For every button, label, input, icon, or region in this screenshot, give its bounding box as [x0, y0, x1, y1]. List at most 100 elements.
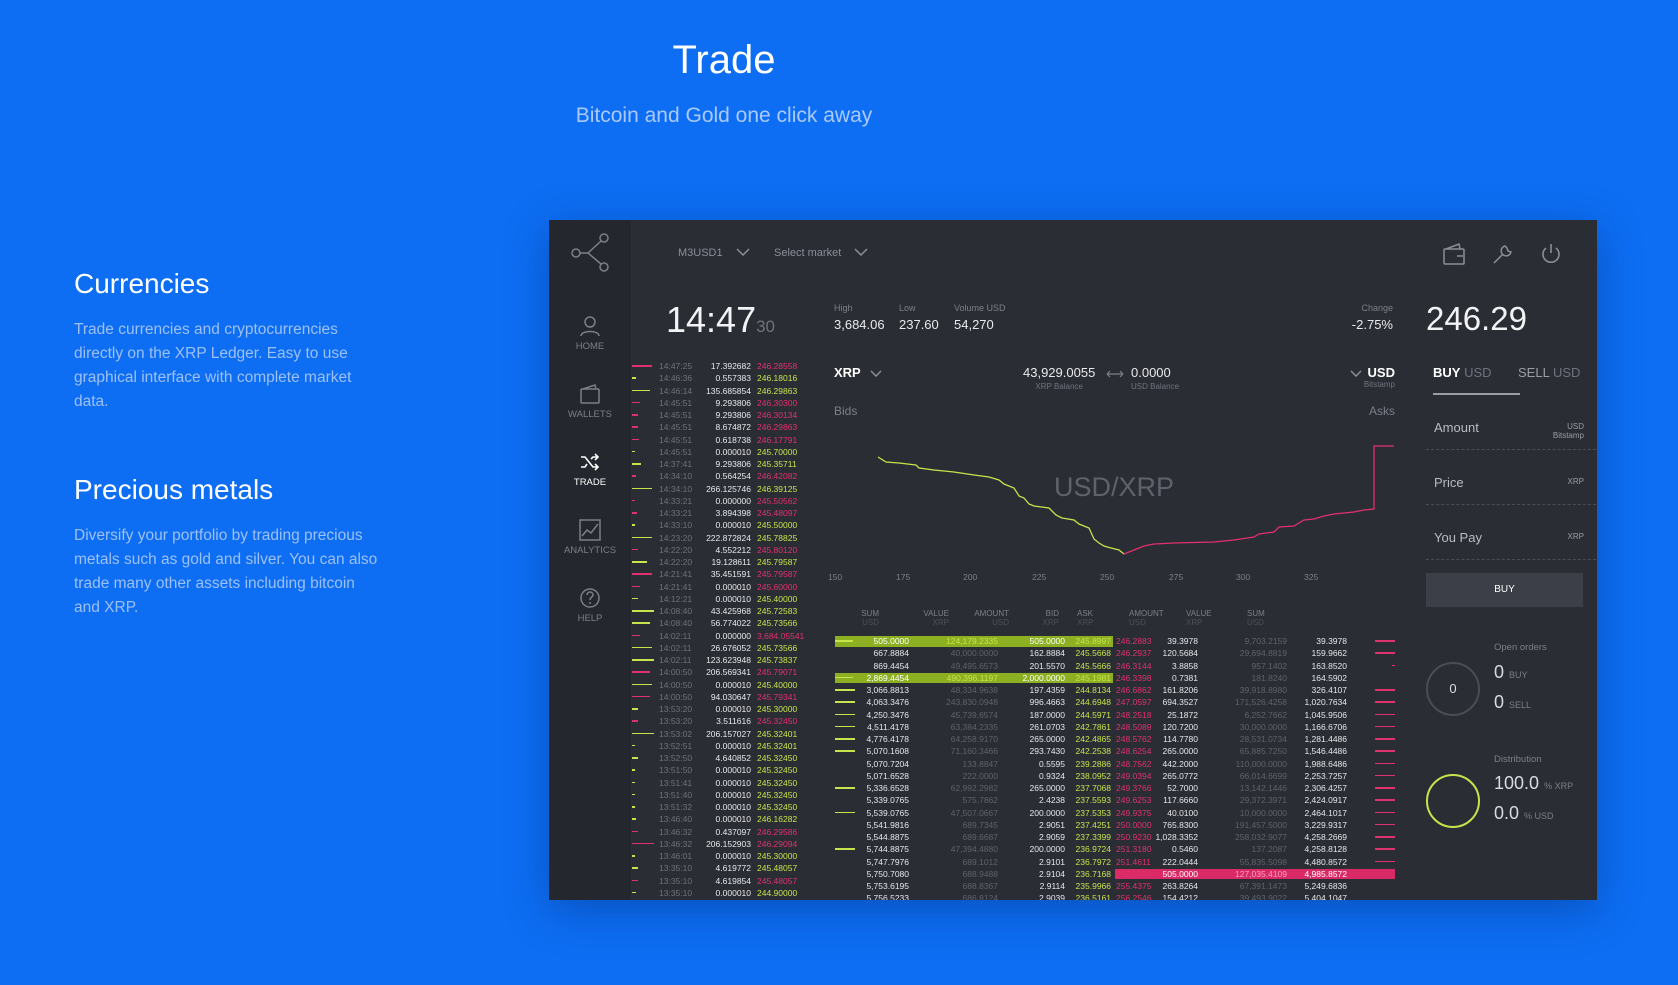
bid-price: 242.2538	[1075, 746, 1111, 757]
trade-price: 245.79587	[757, 569, 798, 580]
order-book-row: 5,747.7976 689.1012 2.9101 236.7972 251.4611…	[835, 856, 1395, 868]
market-select[interactable]: Select market	[774, 247, 868, 259]
stat-label: High	[834, 303, 853, 313]
open-buy-label: BUY	[1509, 670, 1528, 680]
current-price: 246.29	[1426, 300, 1527, 337]
trade-volume-bar	[632, 659, 654, 661]
ask-price: 252.0000	[1116, 868, 1152, 879]
ask-amount: 39.3978	[1167, 636, 1198, 646]
trade-price: 245.50000	[757, 520, 798, 531]
book-column-title: VALUE	[1186, 609, 1212, 618]
bid-price: 235.9966	[1075, 881, 1111, 891]
trade-price: 245.48057	[757, 875, 798, 886]
bid-value: 689.6687	[962, 832, 998, 842]
book-column-header: AMOUNT USD	[949, 609, 1009, 627]
ask-value: 258,032.9077	[1235, 832, 1287, 842]
wallet-icon[interactable]	[1442, 242, 1466, 266]
ask-amount: 694.3527	[1162, 697, 1198, 708]
ask-amount: 40.0100	[1167, 807, 1198, 818]
trade-time: 14:00:50	[659, 679, 693, 690]
trade-volume-bar	[632, 487, 652, 489]
bid-amount: 187.0000	[1029, 709, 1065, 720]
sidebar-item-home[interactable]: HOME	[549, 315, 631, 352]
you-pay-placeholder: You Pay	[1434, 530, 1482, 545]
wrench-icon[interactable]	[1491, 242, 1515, 266]
trade-row: 14:33:21 0.000000 245.50562	[631, 495, 821, 507]
best-bid-highlight	[835, 672, 1113, 684]
bid-price: 237.5593	[1075, 795, 1111, 806]
trade-price: 245.32450	[757, 753, 798, 763]
sidebar-item-label: ANALYTICS	[563, 545, 617, 556]
bid-value: 124,179.2335	[946, 636, 998, 646]
ask-amount: 120.7200	[1162, 721, 1198, 732]
trade-time: 13:53:20	[659, 704, 693, 714]
order-book-row: 2,869.4454 490,396.1197 2,000.0000 245.1981…	[835, 672, 1395, 684]
quote-currency-select[interactable]: USD Bitstamp	[1345, 365, 1395, 389]
bid-price: 236.5161	[1075, 893, 1111, 900]
trade-volume-bar	[632, 744, 635, 747]
trade-row: 14:22:20 4.552212 245.80120	[631, 544, 821, 556]
bid-price: 244.6948	[1075, 697, 1111, 708]
bid-sum: 5,336.6528	[866, 783, 909, 793]
bid-price: 237.3399	[1075, 832, 1111, 842]
trade-time: 13:51:32	[659, 802, 693, 812]
trade-amount: 9.293806	[715, 459, 751, 469]
ask-amount: 120.5684	[1162, 648, 1198, 659]
ask-sum: 5,249.6836	[1304, 881, 1347, 891]
ask-amount: 265.0000	[1162, 746, 1198, 757]
bid-amount: 200.0000	[1029, 807, 1065, 818]
trade-price: 245.32450	[757, 777, 798, 788]
trade-price: 246.29863	[757, 422, 798, 433]
bid-price: 236.7972	[1075, 856, 1111, 867]
you-pay-unit: XRP	[1567, 532, 1584, 541]
trade-row: 13:46:32 206.152903 246.29094	[631, 838, 821, 850]
ask-value: 29,694.8819	[1239, 648, 1287, 659]
trade-volume-bar	[632, 867, 638, 869]
balance-label: USD Balance	[1131, 382, 1180, 391]
sidebar-item-help[interactable]: HELP	[549, 587, 631, 624]
trade-price: 246.29094	[757, 838, 798, 849]
tab-buy[interactable]: BUY USD	[1433, 365, 1520, 395]
best-bid-highlight	[835, 636, 1113, 647]
feature-text: Diversify your portfolio by trading prec…	[74, 527, 378, 616]
ask-price: 248.2518	[1116, 709, 1152, 720]
bid-value: 64,258.9170	[950, 734, 998, 744]
book-column-unit: XRP	[932, 618, 949, 627]
trade-time: 13:51:50	[659, 765, 693, 776]
sidebar-item-wallets[interactable]: WALLETS	[549, 383, 631, 420]
stat-value: 54,270	[954, 317, 994, 332]
clock-time: 14:47	[666, 299, 757, 340]
book-column-header: AMOUNT USD	[1129, 609, 1189, 627]
account-select[interactable]: M3USD1	[678, 247, 750, 259]
price-field[interactable]: Price XRP	[1426, 475, 1596, 505]
trade-row: 13:53:02 206.157027 245.32401	[631, 728, 821, 740]
you-pay-field[interactable]: You Pay XRP	[1426, 530, 1596, 560]
tab-sell[interactable]: SELL USD	[1518, 365, 1596, 395]
buy-button[interactable]: BUY	[1426, 573, 1583, 607]
bid-amount: 2.9104	[1039, 868, 1065, 879]
trade-row: 13:46:01 0.000010 245.30000	[631, 850, 821, 862]
trade-row: 14:34:10 266.125746 246.39125	[631, 483, 821, 495]
ask-price: 256.2546	[1116, 893, 1152, 900]
logo-icon	[571, 233, 609, 272]
trade-price: 246.42082	[757, 471, 798, 482]
trade-row: 14:34:10 0.564254 246.42082	[631, 470, 821, 482]
base-currency-select[interactable]: XRP	[834, 365, 882, 380]
trade-price: 246.28558	[757, 361, 798, 371]
trade-time: 14:02:11	[659, 630, 692, 641]
distribution-usd-label: % USD	[1524, 811, 1554, 821]
amount-unit-code: USD	[1567, 422, 1584, 431]
sidebar-item-trade[interactable]: TRADE	[549, 451, 631, 488]
book-column-header: VALUE XRP	[889, 609, 949, 627]
bid-sum: 667.8884	[873, 648, 909, 659]
ask-bar	[1375, 738, 1395, 740]
sidebar-item-label: WALLETS	[568, 409, 612, 420]
trade-volume-bar	[632, 610, 654, 612]
amount-field[interactable]: Amount USD Bitstamp	[1426, 420, 1596, 450]
trade-price: 246.18016	[757, 373, 798, 384]
order-book-row: 5,070.1608 71,160.3466 293.7430 242.2538 248…	[835, 745, 1395, 757]
bid-amount: 2.4238	[1039, 795, 1065, 806]
trade-amount: 56.774022	[710, 618, 751, 629]
sidebar-item-analytics[interactable]: ANALYTICS	[549, 519, 631, 556]
power-icon[interactable]	[1539, 242, 1563, 266]
